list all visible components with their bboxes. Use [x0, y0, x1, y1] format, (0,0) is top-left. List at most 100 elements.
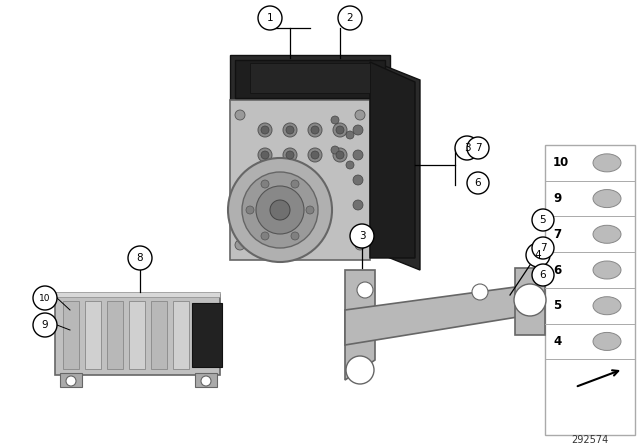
Text: 4: 4 — [553, 335, 561, 348]
Circle shape — [467, 172, 489, 194]
Circle shape — [306, 206, 314, 214]
Circle shape — [291, 232, 299, 240]
Ellipse shape — [593, 297, 621, 314]
Circle shape — [455, 136, 479, 160]
Circle shape — [261, 151, 269, 159]
FancyBboxPatch shape — [151, 301, 167, 369]
Polygon shape — [515, 268, 545, 335]
Text: 10: 10 — [39, 293, 51, 302]
FancyBboxPatch shape — [107, 301, 123, 369]
Circle shape — [353, 175, 363, 185]
Circle shape — [514, 284, 546, 316]
Circle shape — [350, 224, 374, 248]
Circle shape — [235, 110, 245, 120]
Circle shape — [286, 151, 294, 159]
Text: 9: 9 — [553, 192, 561, 205]
FancyBboxPatch shape — [195, 373, 217, 387]
Ellipse shape — [593, 154, 621, 172]
Circle shape — [346, 131, 354, 139]
Polygon shape — [345, 285, 530, 345]
Circle shape — [331, 146, 339, 154]
Circle shape — [526, 243, 550, 267]
Circle shape — [333, 123, 347, 137]
FancyBboxPatch shape — [250, 63, 370, 93]
FancyBboxPatch shape — [545, 145, 635, 435]
Text: 4: 4 — [534, 250, 541, 260]
Polygon shape — [370, 62, 415, 258]
Text: 1: 1 — [267, 13, 273, 23]
Circle shape — [242, 172, 318, 248]
Circle shape — [336, 151, 344, 159]
Text: 7: 7 — [540, 243, 547, 253]
Text: 8: 8 — [137, 253, 143, 263]
Circle shape — [308, 148, 322, 162]
Text: 5: 5 — [540, 215, 547, 225]
Circle shape — [258, 123, 272, 137]
Circle shape — [128, 246, 152, 270]
Circle shape — [311, 126, 319, 134]
Circle shape — [353, 200, 363, 210]
Circle shape — [258, 6, 282, 30]
Circle shape — [235, 240, 245, 250]
FancyBboxPatch shape — [63, 301, 79, 369]
Polygon shape — [230, 55, 390, 100]
Circle shape — [355, 110, 365, 120]
Ellipse shape — [593, 261, 621, 279]
Circle shape — [311, 151, 319, 159]
Polygon shape — [370, 60, 420, 270]
Circle shape — [261, 126, 269, 134]
Circle shape — [357, 282, 373, 298]
FancyBboxPatch shape — [55, 292, 220, 297]
Text: 10: 10 — [553, 156, 569, 169]
Circle shape — [532, 237, 554, 259]
Circle shape — [258, 148, 272, 162]
FancyBboxPatch shape — [60, 373, 82, 387]
Circle shape — [256, 186, 304, 234]
Text: 2: 2 — [347, 13, 353, 23]
Text: 6: 6 — [553, 263, 561, 276]
Ellipse shape — [593, 225, 621, 243]
Polygon shape — [55, 295, 220, 375]
Circle shape — [346, 356, 374, 384]
Polygon shape — [230, 100, 370, 260]
Circle shape — [336, 126, 344, 134]
FancyBboxPatch shape — [192, 303, 222, 367]
Circle shape — [467, 137, 489, 159]
FancyBboxPatch shape — [85, 301, 101, 369]
Text: 6: 6 — [475, 178, 481, 188]
Circle shape — [283, 123, 297, 137]
Circle shape — [283, 148, 297, 162]
Text: 3: 3 — [464, 143, 470, 153]
Text: 7: 7 — [553, 228, 561, 241]
Text: 6: 6 — [540, 270, 547, 280]
Text: 5: 5 — [553, 299, 561, 312]
Text: 9: 9 — [42, 320, 48, 330]
Text: 292574: 292574 — [572, 435, 609, 445]
Text: 3: 3 — [358, 231, 365, 241]
Ellipse shape — [593, 190, 621, 207]
Circle shape — [532, 264, 554, 286]
Circle shape — [346, 161, 354, 169]
Circle shape — [261, 232, 269, 240]
Circle shape — [228, 158, 332, 262]
Circle shape — [286, 126, 294, 134]
Polygon shape — [235, 60, 385, 98]
Circle shape — [33, 313, 57, 337]
Text: 7: 7 — [475, 143, 481, 153]
Circle shape — [270, 200, 290, 220]
Circle shape — [201, 376, 211, 386]
Circle shape — [261, 180, 269, 188]
Circle shape — [338, 6, 362, 30]
Circle shape — [353, 150, 363, 160]
Circle shape — [308, 123, 322, 137]
Ellipse shape — [593, 332, 621, 350]
Circle shape — [246, 206, 254, 214]
Circle shape — [66, 376, 76, 386]
FancyBboxPatch shape — [129, 301, 145, 369]
Polygon shape — [345, 270, 375, 380]
Circle shape — [355, 240, 365, 250]
FancyBboxPatch shape — [173, 301, 189, 369]
Circle shape — [33, 286, 57, 310]
Circle shape — [291, 180, 299, 188]
Circle shape — [472, 284, 488, 300]
